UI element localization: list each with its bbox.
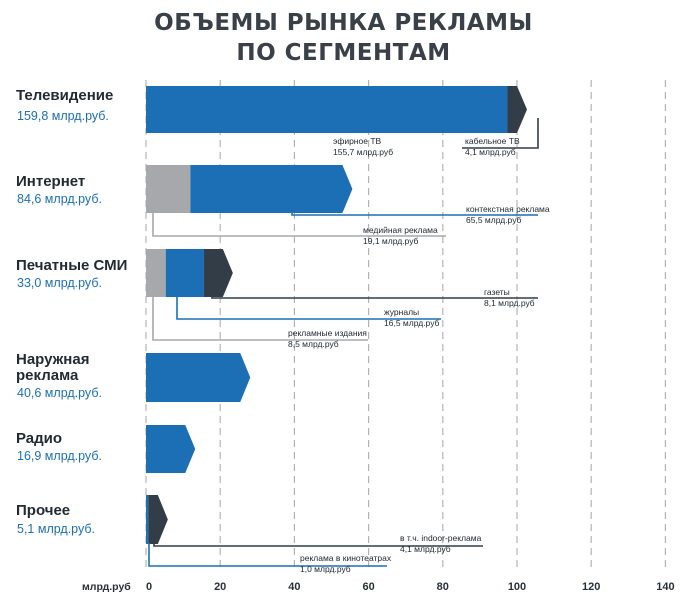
leader-line [176,297,441,320]
segment-value: 8,1 млрд.руб [484,298,535,308]
category-value: 33,0 млрд.руб. [17,276,102,290]
grid [145,80,667,572]
category-name: реклама [16,367,79,384]
bar-segment [507,86,527,133]
x-tick-label: 100 [508,581,526,593]
segment-label: журналы [384,307,419,317]
x-tick-label: 140 [656,581,674,593]
category-name: Радио [16,430,62,447]
category-name: Наружная [16,351,89,368]
segment-label: газеты [484,287,510,297]
category-name: Телевидение [16,87,113,104]
category-value: 159,8 млрд.руб. [17,109,109,123]
chart-title-line-1: ОБЪЕМЫ РЫНКА РЕКЛАМЫ [154,10,533,36]
segment-value: 4,1 млрд.руб [400,544,451,554]
segment-value: 1,0 млрд.руб [300,564,351,574]
x-tick-label: 120 [582,581,600,593]
chart-title-line-2: ПО СЕГМЕНТАМ [236,40,451,66]
category-name: Прочее [16,502,70,519]
x-axis: млрд.руб 0 20 40 60 80 100 120 140 [82,581,675,593]
bar-segment [165,249,205,297]
bar-segment [146,165,191,213]
segment-label: рекламные издания [288,328,367,338]
segment-value: 8,5 млрд.руб [288,339,339,349]
bar-segment [190,165,353,213]
leader-line [148,543,387,567]
leader-line [462,118,539,149]
bar-segment [148,495,168,544]
leader-line [152,213,446,237]
bar-segment [146,86,508,133]
leader-line [152,297,368,341]
bar-segment [146,425,196,473]
segment-label: контекстная реклама [466,204,550,214]
bar-segment [204,249,233,297]
bar-segment [146,249,166,297]
x-tick-label: 80 [437,581,449,593]
segment-label: кабельное ТВ [465,136,520,146]
segment-label: медийная реклама [363,225,438,235]
category-value: 16,9 млрд.руб. [17,449,102,463]
chart-title: ОБЪЕМЫ РЫНКА РЕКЛАМЫ ПО СЕГМЕНТАМ [0,8,687,68]
category-name: Печатные СМИ [16,257,127,274]
leader-line [211,296,538,299]
leader-line [153,530,483,547]
category-value: 84,6 млрд.руб. [17,192,102,206]
segment-value: 155,7 млрд.руб [333,147,393,157]
bar-segment [146,495,149,544]
bars [146,86,527,544]
leader-line [291,190,538,216]
segment-label: реклама в кинотеатрах [300,553,392,563]
segment-value: 4,1 млрд.руб [465,147,516,157]
x-tick-label: 60 [362,581,374,593]
segment-label: в т.ч. indoor-реклама [400,533,482,543]
segment-value: 16,5 млрд.руб [384,318,440,328]
segment-value: 19,1 млрд.руб [363,236,419,246]
segment-value: 65,5 млрд.руб [466,215,522,225]
x-axis-unit-label: млрд.руб [82,581,131,593]
x-tick-label: 0 [146,581,152,593]
bar-segment [146,353,251,402]
category-value: 5,1 млрд.руб. [17,522,95,536]
x-tick-label: 20 [214,581,226,593]
category-name: Интернет [16,173,85,190]
category-value: 40,6 млрд.руб. [17,386,102,400]
segment-label: эфирное ТВ [333,136,382,146]
x-tick-label: 40 [288,581,300,593]
